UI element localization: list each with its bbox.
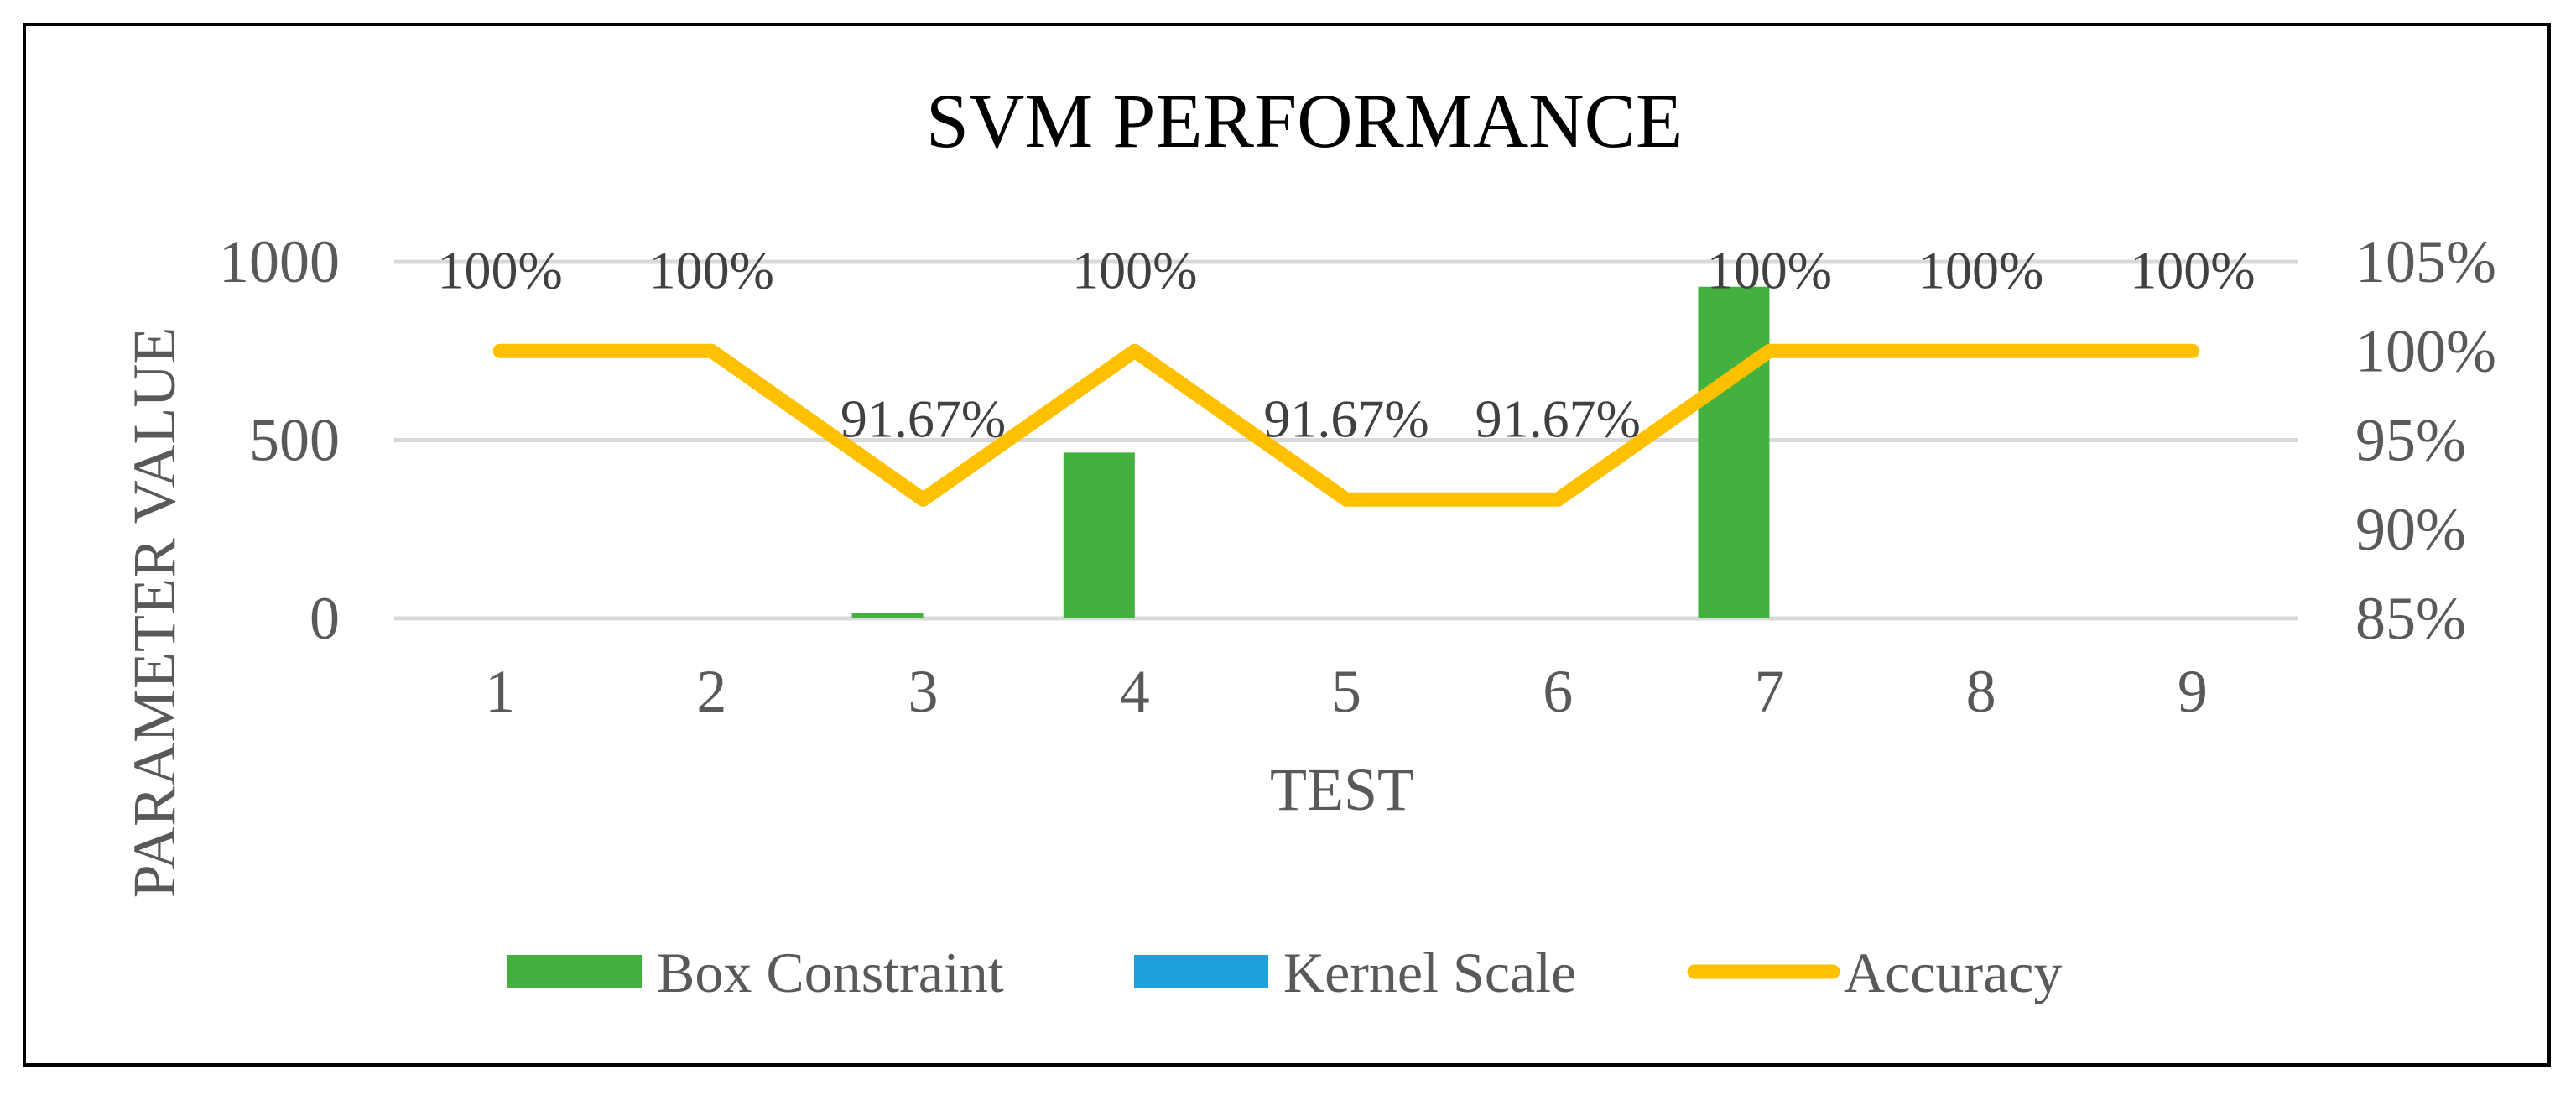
bar-box-constraint — [1064, 452, 1135, 618]
y2-tick-label: 100% — [2355, 317, 2496, 384]
accuracy-point — [2192, 350, 2194, 352]
legend-label-kernel-scale: Kernel Scale — [1283, 941, 1576, 1004]
y-tick-label: 500 — [249, 407, 340, 474]
accuracy-data-label: 100% — [437, 240, 562, 300]
accuracy-data-label: 100% — [649, 240, 774, 300]
accuracy-data-label: 91.67% — [840, 389, 1006, 448]
accuracy-point — [923, 498, 924, 500]
bar-box-constraint — [1698, 287, 1769, 618]
accuracy-data-label: 91.67% — [1263, 389, 1429, 448]
legend-label-accuracy: Accuracy — [1844, 941, 2062, 1004]
y2-tick-label: 105% — [2355, 228, 2496, 295]
x-axis-label: TEST — [1270, 756, 1414, 823]
x-tick-label: 2 — [696, 658, 726, 725]
accuracy-point — [1345, 498, 1347, 500]
x-tick-label: 5 — [1331, 658, 1361, 725]
accuracy-point — [1134, 350, 1136, 352]
y2-tick-label: 90% — [2355, 496, 2466, 563]
y2-tick-label: 95% — [2355, 407, 2466, 474]
accuracy-point — [499, 350, 501, 352]
bar-box-constraint — [852, 613, 924, 618]
x-tick-label: 8 — [1966, 658, 1996, 725]
accuracy-data-label: 100% — [2130, 240, 2255, 300]
chart-title: SVM PERFORMANCE — [926, 78, 1683, 164]
y-axis-label: PARAMETER VALUE — [121, 327, 188, 899]
x-tick-label: 6 — [1543, 658, 1573, 725]
x-tick-label: 4 — [1120, 658, 1150, 725]
chart-frame — [24, 24, 2549, 1065]
x-tick-label: 7 — [1754, 658, 1784, 725]
legend-swatch-kernel-scale — [1134, 955, 1268, 988]
accuracy-point — [710, 350, 712, 352]
y-tick-label: 1000 — [219, 228, 340, 295]
y-tick-label: 0 — [310, 585, 340, 652]
x-tick-label: 9 — [2178, 658, 2208, 725]
x-tick-label: 1 — [485, 658, 515, 725]
x-tick-label: 3 — [908, 658, 939, 725]
accuracy-data-label: 100% — [1918, 240, 2043, 300]
legend-swatch-box-constraint — [507, 955, 642, 988]
accuracy-data-label: 91.67% — [1475, 389, 1641, 448]
accuracy-data-label: 100% — [1072, 240, 1197, 300]
legend-label-box-constraint: Box Constraint — [657, 941, 1004, 1004]
accuracy-point — [1980, 350, 1982, 352]
accuracy-point — [1557, 498, 1559, 500]
y2-tick-label: 85% — [2355, 585, 2466, 652]
accuracy-point — [1768, 350, 1770, 352]
accuracy-data-label: 100% — [1707, 240, 1832, 300]
